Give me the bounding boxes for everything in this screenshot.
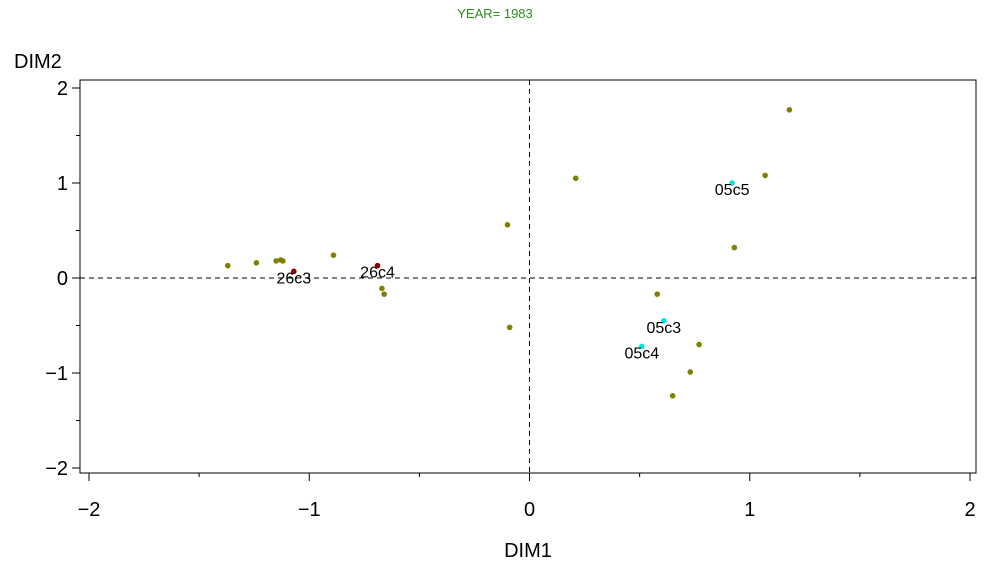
point-label-05c3: 05c3 <box>647 320 682 337</box>
data-point <box>504 222 511 228</box>
data-point-26c4 <box>374 262 381 269</box>
point-label-26c3: 26c3 <box>276 270 311 287</box>
data-point <box>572 175 579 182</box>
data-point <box>273 258 280 264</box>
x-tick-label: 2 <box>964 499 975 521</box>
data-point <box>224 262 231 269</box>
point-label-05c4: 05c4 <box>624 345 659 362</box>
plot-frame <box>79 79 977 474</box>
x-tick-label: −1 <box>298 499 321 521</box>
data-point <box>379 285 385 292</box>
data-point <box>280 258 286 264</box>
data-point <box>381 291 387 297</box>
data-point <box>330 252 337 258</box>
y-tick-label: −1 <box>45 363 68 385</box>
data-point <box>786 107 793 113</box>
x-axis-title: DIM1 <box>504 540 552 562</box>
data-point <box>654 291 661 297</box>
data-point <box>696 341 702 348</box>
point-labels: 26c3 26c4 05c3 05c4 05c5 <box>276 182 749 362</box>
data-point <box>687 369 694 375</box>
data-point <box>762 172 768 179</box>
data-point-26c3 <box>291 268 297 275</box>
data-point-05c4 <box>639 343 645 350</box>
reference-lines <box>80 80 976 473</box>
y-axis: −2 −1 0 1 2 <box>45 78 80 480</box>
chart-title: YEAR= 1983 <box>457 6 533 21</box>
data-points <box>224 107 793 399</box>
x-tick-label: 1 <box>744 499 755 521</box>
x-tick-label: −2 <box>78 499 101 521</box>
data-point <box>669 393 676 399</box>
x-axis: −2 −1 0 1 2 <box>78 473 976 521</box>
y-tick-label: 2 <box>57 78 68 100</box>
y-tick-label: −2 <box>45 458 68 480</box>
y-tick-label: 1 <box>57 173 68 195</box>
point-label-26c4: 26c4 <box>360 265 395 282</box>
data-point-05c5 <box>729 180 735 186</box>
y-tick-label: 0 <box>57 268 68 290</box>
data-point-05c3 <box>661 317 667 324</box>
point-label-05c5: 05c5 <box>715 182 750 199</box>
data-point <box>506 324 513 331</box>
y-axis-title: DIM2 <box>14 51 62 73</box>
data-point <box>731 244 738 251</box>
x-tick-label: 0 <box>524 499 535 521</box>
data-point <box>253 260 260 266</box>
